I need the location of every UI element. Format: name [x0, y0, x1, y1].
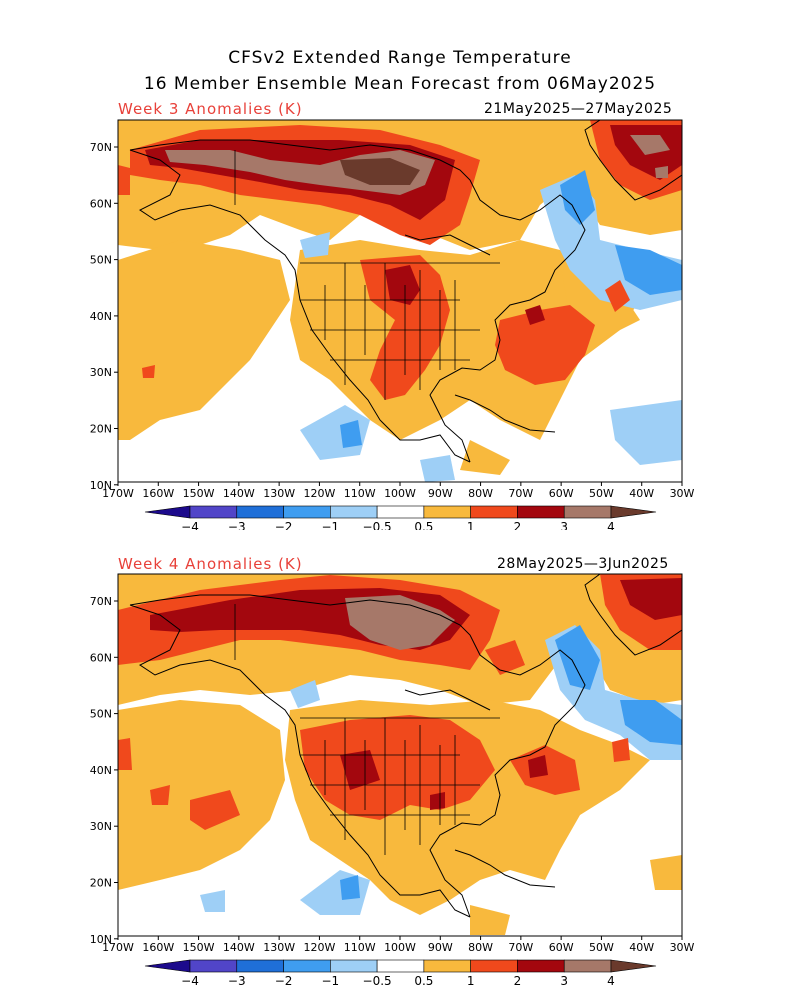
lat-label: 20N — [90, 423, 112, 436]
lon-label: 90W — [428, 941, 453, 954]
panel-1-label: Week 3 Anomalies (K) — [118, 100, 303, 118]
colorbar-segment — [517, 505, 565, 519]
colorbar-segment — [470, 959, 518, 973]
lon-label: 100W — [384, 941, 416, 954]
lon-label: 120W — [303, 941, 335, 954]
colorbar-label: −2 — [275, 974, 293, 985]
colorbar-label: 1 — [467, 974, 475, 985]
lat-label: 70N — [90, 595, 112, 608]
colorbar-segment — [423, 959, 471, 973]
colorbar-segment — [376, 505, 425, 519]
lon-label: 30W — [670, 487, 695, 500]
colorbar-label: 2 — [514, 974, 522, 985]
lon-label: 140W — [223, 941, 255, 954]
colorbar-label: 3 — [560, 974, 568, 985]
colorbar-label: −1 — [321, 520, 339, 530]
colorbar-label: −3 — [228, 520, 246, 530]
lon-label: 140W — [223, 487, 255, 500]
lon-label: 100W — [384, 487, 416, 500]
colorbar-label: 2 — [514, 520, 522, 530]
lon-label: 60W — [549, 487, 574, 500]
lon-label: 160W — [142, 941, 174, 954]
lon-label: 150W — [183, 941, 215, 954]
colorbar-label: −0.5 — [363, 520, 392, 530]
colorbar-segment — [376, 959, 425, 973]
lon-label: 50W — [589, 941, 614, 954]
title-line-1: CFSv2 Extended Range Temperature — [228, 48, 572, 68]
lat-label: 50N — [90, 254, 112, 267]
lat-label: 20N — [90, 877, 112, 890]
lon-label: 50W — [589, 487, 614, 500]
colorbar-segment — [236, 959, 284, 973]
lat-label: 10N — [90, 479, 112, 492]
colorbar-segment — [563, 505, 612, 519]
lat-label: 40N — [90, 764, 112, 777]
lat-label: 10N — [90, 933, 112, 946]
colorbar-end-low — [144, 505, 191, 519]
lat-label: 60N — [90, 651, 112, 664]
colorbar-label: 0.5 — [414, 974, 433, 985]
lon-label: 90W — [428, 487, 453, 500]
lat-label: 30N — [90, 366, 112, 379]
colorbar-segment — [283, 505, 331, 519]
lat-label: 70N — [90, 141, 112, 154]
lon-label: 30W — [670, 941, 695, 954]
colorbar-label: 4 — [607, 974, 615, 985]
colorbar-segment — [189, 505, 238, 519]
lon-label: 80W — [468, 487, 493, 500]
lon-label: 70W — [508, 487, 533, 500]
panel-1-dates: 21May2025—27May2025 — [484, 101, 673, 117]
colorbar-end-low — [144, 959, 191, 973]
colorbar-label: 1 — [467, 520, 475, 530]
colorbar-segment — [563, 959, 612, 973]
colorbar-label: −1 — [321, 974, 339, 985]
lon-label: 110W — [344, 941, 376, 954]
lon-label: 130W — [263, 941, 295, 954]
colorbar-label: 3 — [560, 520, 568, 530]
lon-label: 40W — [629, 487, 654, 500]
colorbar-segment — [517, 959, 565, 973]
lon-label: 170W — [102, 941, 134, 954]
lon-label: 120W — [303, 487, 335, 500]
colorbar-end-high — [610, 959, 657, 973]
colorbar-end-high — [610, 505, 657, 519]
colorbar-segment — [189, 959, 238, 973]
colorbar-segment — [423, 505, 471, 519]
lon-label: 70W — [508, 941, 533, 954]
colorbar-label: −4 — [181, 520, 199, 530]
colorbar-label: −2 — [275, 520, 293, 530]
colorbar-label: 0.5 — [414, 520, 433, 530]
lat-label: 60N — [90, 197, 112, 210]
colorbar-label: −3 — [228, 974, 246, 985]
colorbar-segment — [470, 505, 518, 519]
lat-label: 30N — [90, 820, 112, 833]
panel-2-dates: 28May2025—3Jun2025 — [497, 556, 669, 572]
lon-label: 150W — [183, 487, 215, 500]
colorbar-segment — [236, 505, 284, 519]
colorbar-label: 4 — [607, 520, 615, 530]
colorbar-segment — [330, 959, 378, 973]
panel-2-label: Week 4 Anomalies (K) — [118, 555, 303, 573]
colorbar-label: −4 — [181, 974, 199, 985]
lon-label: 40W — [629, 941, 654, 954]
lon-label: 80W — [468, 941, 493, 954]
lon-label: 170W — [102, 487, 134, 500]
lon-label: 130W — [263, 487, 295, 500]
lat-label: 40N — [90, 310, 112, 323]
colorbar-segment — [330, 505, 378, 519]
colorbar-segment — [283, 959, 331, 973]
lon-label: 110W — [344, 487, 376, 500]
lat-label: 50N — [90, 708, 112, 721]
title-line-2: 16 Member Ensemble Mean Forecast from 06… — [143, 74, 657, 94]
lon-label: 60W — [549, 941, 574, 954]
colorbar-label: −0.5 — [363, 974, 392, 985]
lon-label: 160W — [142, 487, 174, 500]
